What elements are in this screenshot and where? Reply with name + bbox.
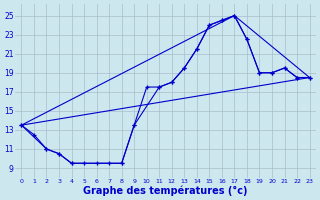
X-axis label: Graphe des températures (°c): Graphe des températures (°c) — [83, 185, 248, 196]
